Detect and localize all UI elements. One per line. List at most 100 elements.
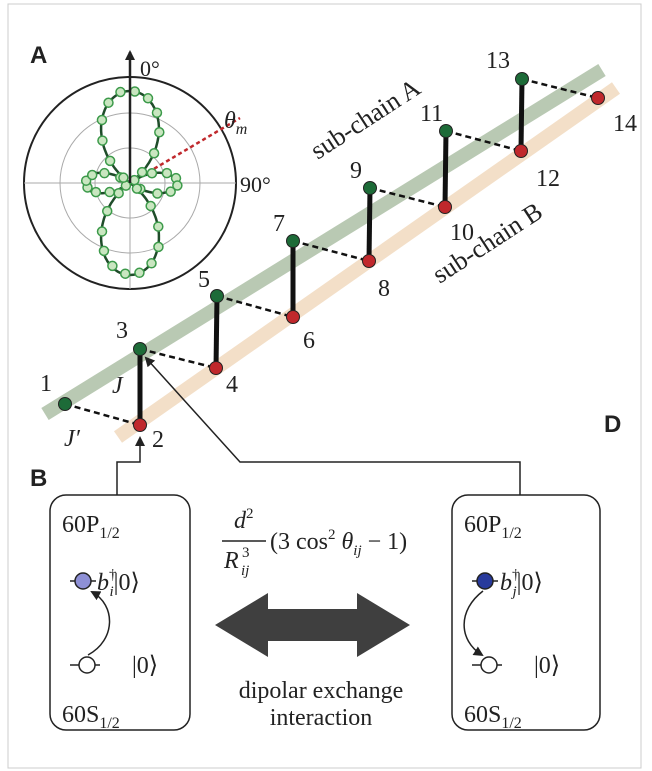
operator-sub: j bbox=[511, 584, 517, 600]
formula-den: R bbox=[223, 548, 239, 574]
connector bbox=[116, 436, 145, 495]
panel-label: A bbox=[30, 42, 47, 69]
lobe-point bbox=[146, 167, 158, 179]
site bbox=[58, 397, 72, 411]
lobe-point bbox=[96, 114, 108, 126]
lobe-point bbox=[131, 183, 143, 194]
level-label: 60S1/2 bbox=[464, 702, 522, 732]
site-label: 4 bbox=[226, 372, 238, 398]
level-main: 60P bbox=[62, 512, 99, 538]
state-label: b† i|0⟩ bbox=[97, 567, 140, 600]
coupling-j-bond bbox=[442, 130, 449, 208]
formula-part: 2 bbox=[246, 506, 254, 522]
operator-sup: † bbox=[512, 567, 520, 583]
level-label: 60P1/2 bbox=[62, 512, 120, 542]
lobe-point bbox=[97, 135, 108, 146]
site-label: 12 bbox=[536, 166, 560, 192]
coupling-j-bond bbox=[518, 78, 525, 152]
site-label: 8 bbox=[378, 276, 390, 302]
coupling-j-prime-bond bbox=[216, 294, 294, 319]
lobe-point bbox=[134, 267, 145, 279]
level-sub: 1/2 bbox=[501, 715, 521, 732]
caption: interaction bbox=[270, 705, 373, 731]
site-label: 10 bbox=[450, 220, 474, 246]
lobe-point bbox=[148, 148, 160, 159]
excited-state bbox=[74, 572, 92, 590]
ground-label: |0⟩ bbox=[132, 653, 158, 679]
ket: |0⟩ bbox=[114, 570, 140, 596]
formula-part: d bbox=[234, 508, 247, 534]
lobe-point bbox=[104, 155, 116, 167]
site bbox=[363, 181, 377, 195]
site-label: 5 bbox=[198, 267, 210, 293]
panel-label: D bbox=[604, 411, 621, 438]
ground-state bbox=[78, 656, 96, 674]
lobe-point bbox=[86, 169, 98, 181]
formula-num: d2 bbox=[234, 506, 254, 534]
ket: |0⟩ bbox=[517, 570, 543, 596]
ground-label: |0⟩ bbox=[534, 653, 560, 679]
level-label: 60S1/2 bbox=[62, 702, 120, 732]
site-label: 6 bbox=[303, 328, 315, 354]
transition-arrow bbox=[87, 591, 111, 656]
chain-a-label: sub-chain A bbox=[305, 73, 426, 165]
site bbox=[210, 289, 224, 303]
lobe-point bbox=[154, 126, 165, 138]
lobe-point bbox=[151, 107, 163, 118]
frame bbox=[7, 3, 642, 769]
lobe-point bbox=[98, 245, 110, 257]
formula-part: 2 bbox=[328, 527, 336, 543]
level-sub: 1/2 bbox=[99, 525, 119, 542]
angle-90: 90° bbox=[240, 172, 271, 197]
lobe-point bbox=[103, 97, 114, 108]
lobe-point bbox=[161, 167, 173, 179]
site bbox=[286, 310, 300, 324]
theta-sub: m bbox=[236, 121, 248, 138]
lobe-point bbox=[119, 268, 131, 279]
exchange-arrow bbox=[215, 593, 410, 657]
formula-part: θ bbox=[335, 529, 353, 555]
caption: dipolar exchange bbox=[239, 678, 404, 704]
theta: θ bbox=[224, 108, 236, 134]
transition-arrow bbox=[463, 590, 484, 657]
ground-state bbox=[480, 656, 498, 674]
coupling-j-prime-bond bbox=[521, 77, 599, 100]
lobe-point bbox=[118, 172, 129, 183]
lobe-point bbox=[145, 200, 156, 212]
coupling-j-prime: J′ bbox=[64, 426, 81, 452]
site bbox=[439, 124, 453, 138]
lobe-point bbox=[99, 167, 110, 179]
site bbox=[286, 234, 300, 248]
lobe-point bbox=[104, 186, 115, 198]
site bbox=[591, 91, 605, 105]
site-label: 2 bbox=[152, 427, 164, 453]
site bbox=[133, 418, 147, 432]
coupling-j-prime-bond bbox=[292, 239, 370, 263]
site-label: 1 bbox=[40, 371, 52, 397]
level-main: 60S bbox=[464, 702, 501, 728]
lobe-point bbox=[146, 258, 157, 269]
lobe-point bbox=[153, 241, 164, 253]
coupling-j-prime-bond bbox=[139, 347, 217, 370]
operator: b bbox=[500, 570, 512, 596]
polar-plot bbox=[23, 76, 241, 290]
site-label: 9 bbox=[350, 158, 362, 184]
formula-part: − 1) bbox=[362, 529, 408, 555]
lobe-point bbox=[152, 188, 163, 199]
coupling-j: J bbox=[112, 373, 124, 399]
site-label: 3 bbox=[116, 318, 128, 344]
lobe-point bbox=[165, 186, 176, 197]
operator-sub: i bbox=[110, 584, 114, 600]
lobe-point bbox=[113, 187, 124, 199]
operator: b bbox=[97, 570, 109, 596]
lobe-point bbox=[107, 260, 118, 272]
coupling-j-prime-bond bbox=[445, 129, 522, 153]
site-label: 13 bbox=[486, 48, 510, 74]
coupling-j-prime-bond bbox=[64, 402, 141, 427]
lobe-point bbox=[115, 86, 126, 98]
lobe-point bbox=[142, 93, 154, 104]
level-sub: 1/2 bbox=[501, 525, 521, 542]
lobe-point bbox=[172, 180, 183, 191]
